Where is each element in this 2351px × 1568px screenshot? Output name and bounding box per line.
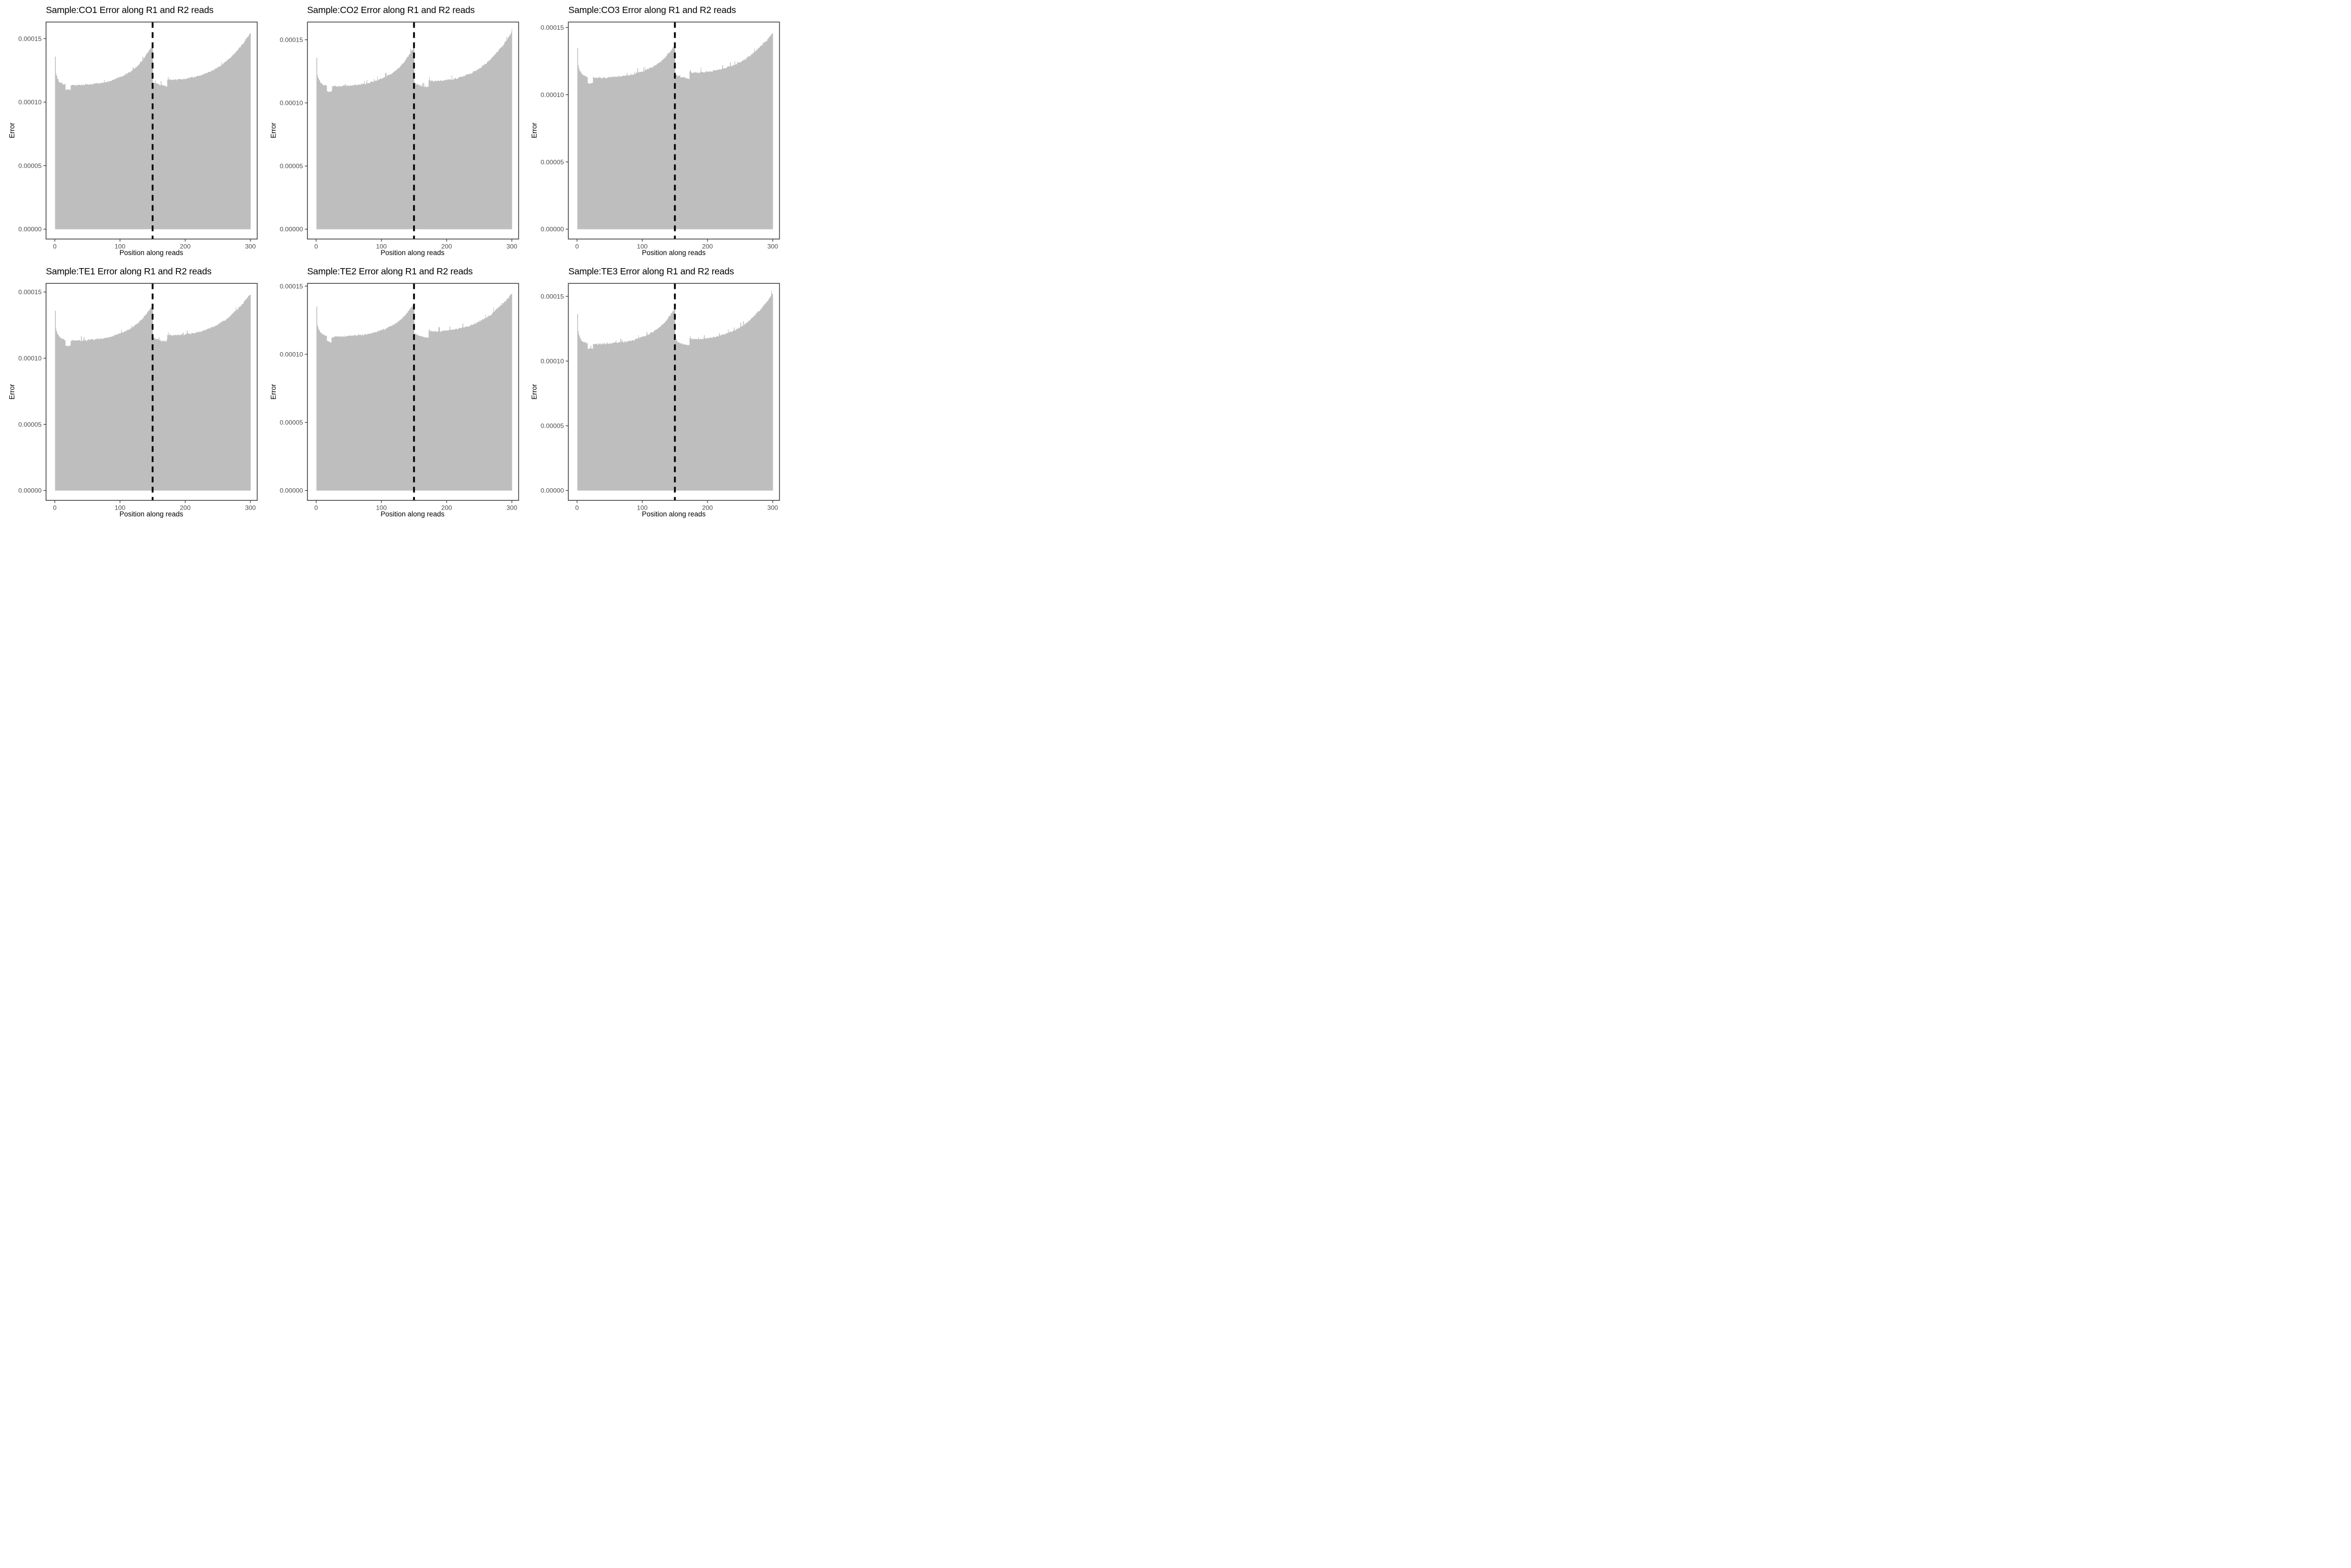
x-tick-label: 0 <box>53 504 57 511</box>
panel-title: Sample:TE3 Error along R1 and R2 reads <box>568 266 734 276</box>
y-tick-label: 0.00015 <box>280 37 303 44</box>
x-tick-label: 200 <box>441 243 452 250</box>
panel-title: Sample:CO2 Error along R1 and R2 reads <box>307 5 475 15</box>
plot-svg-te1: 0.00000 0.00005 0.00010 0.00015 0 100 200 300 <box>18 283 258 511</box>
x-tick-label: 200 <box>180 504 191 511</box>
y-tick-label: 0.00010 <box>541 91 564 99</box>
x-tick-label: 200 <box>702 504 713 511</box>
x-tick-label: 100 <box>376 504 387 511</box>
y-tick-label: 0.00000 <box>541 487 564 494</box>
y-tick-label: 0.00015 <box>18 288 42 296</box>
x-tick-label: 300 <box>506 504 517 511</box>
error-bars-area <box>55 294 251 491</box>
x-tick-label: 200 <box>180 243 191 250</box>
panel-border <box>307 283 519 501</box>
y-tick-label: 0.00010 <box>18 355 42 362</box>
x-tick-label: 100 <box>115 504 126 511</box>
error-bars-area <box>578 33 773 230</box>
y-tick-label: 0.00010 <box>541 358 564 365</box>
panel-sample-co3: Sample:CO3 Error along R1 and R2 reads E… <box>522 0 784 261</box>
plot-svg-te3: 0.00000 0.00005 0.00010 0.00015 0 100 200 300 <box>541 283 781 511</box>
panel-sample-co1: Sample:CO1 Error along R1 and R2 reads E… <box>0 0 261 261</box>
x-tick-label: 0 <box>575 504 579 511</box>
panel-border <box>45 283 258 501</box>
y-tick-label: 0.00015 <box>541 293 564 300</box>
x-tick-label: 0 <box>314 243 318 250</box>
y-tick-label: 0.00000 <box>18 487 42 494</box>
y-tick-label: 0.00010 <box>280 351 303 358</box>
x-tick-label: 300 <box>245 504 256 511</box>
plot-svg-te2: 0.00000 0.00005 0.00010 0.00015 0 100 200 300 <box>280 283 519 511</box>
x-tick-label: 200 <box>441 504 452 511</box>
x-tick-label: 0 <box>53 243 57 250</box>
panel-border <box>568 21 781 240</box>
x-tick-label: 300 <box>245 243 256 250</box>
panel-border <box>45 21 258 240</box>
y-tick-label: 0.00005 <box>541 159 564 166</box>
y-tick-label: 0.00015 <box>280 283 303 290</box>
x-axis-title: Position along reads <box>642 510 706 518</box>
panel-sample-co2: Sample:CO2 Error along R1 and R2 reads E… <box>261 0 523 261</box>
x-tick-label: 0 <box>314 504 318 511</box>
y-tick-label: 0.00000 <box>280 226 303 233</box>
x-axis-title: Position along reads <box>119 249 184 257</box>
x-tick-label: 100 <box>637 504 648 511</box>
y-tick-label: 0.00005 <box>18 162 42 170</box>
y-tick-label: 0.00000 <box>18 226 42 233</box>
panel-title: Sample:TE1 Error along R1 and R2 reads <box>46 266 212 276</box>
plot-svg-co2: 0.00000 0.00005 0.00010 0.00015 0 100 200 300 <box>280 21 519 250</box>
panel-sample-te1: Sample:TE1 Error along R1 and R2 reads E… <box>0 261 261 523</box>
x-axis-title: Position along reads <box>380 249 445 257</box>
y-tick-label: 0.00010 <box>18 99 42 106</box>
error-bars-area <box>316 293 512 491</box>
y-tick-label: 0.00000 <box>280 487 303 494</box>
plot-svg-co3: 0.00000 0.00005 0.00010 0.00015 0 100 200 300 <box>541 21 781 250</box>
x-tick-label: 300 <box>506 243 517 250</box>
plot-svg-co1: 0.00000 0.00005 0.00010 0.00015 0 100 200 300 <box>18 21 258 250</box>
y-tick-label: 0.00015 <box>18 35 42 42</box>
error-bars-area <box>55 33 251 230</box>
y-tick-label: 0.00000 <box>541 226 564 233</box>
panel-border <box>307 21 519 240</box>
y-tick-label: 0.00010 <box>280 100 303 107</box>
x-tick-label: 0 <box>575 243 579 250</box>
panel-border <box>568 283 781 501</box>
x-tick-label: 100 <box>376 243 387 250</box>
y-tick-label: 0.00005 <box>280 419 303 426</box>
panel-title: Sample:CO1 Error along R1 and R2 reads <box>46 5 214 15</box>
panel-title: Sample:CO3 Error along R1 and R2 reads <box>568 5 736 15</box>
x-axis-title: Position along reads <box>642 249 706 257</box>
x-tick-label: 200 <box>702 243 713 250</box>
y-tick-label: 0.00005 <box>280 163 303 170</box>
x-tick-label: 300 <box>767 243 778 250</box>
y-tick-label: 0.00005 <box>541 423 564 430</box>
x-axis-title: Position along reads <box>380 510 445 518</box>
y-tick-label: 0.00015 <box>541 24 564 31</box>
x-axis-title: Position along reads <box>119 510 184 518</box>
x-tick-label: 100 <box>637 243 648 250</box>
panel-sample-te2: Sample:TE2 Error along R1 and R2 reads E… <box>261 261 523 523</box>
x-tick-label: 300 <box>767 504 778 511</box>
panel-sample-te3: Sample:TE3 Error along R1 and R2 reads E… <box>522 261 784 523</box>
x-tick-label: 100 <box>115 243 126 250</box>
y-tick-label: 0.00005 <box>18 421 42 428</box>
panel-title: Sample:TE2 Error along R1 and R2 reads <box>307 266 473 276</box>
figure-grid: Sample:CO1 Error along R1 and R2 reads E… <box>0 0 784 523</box>
